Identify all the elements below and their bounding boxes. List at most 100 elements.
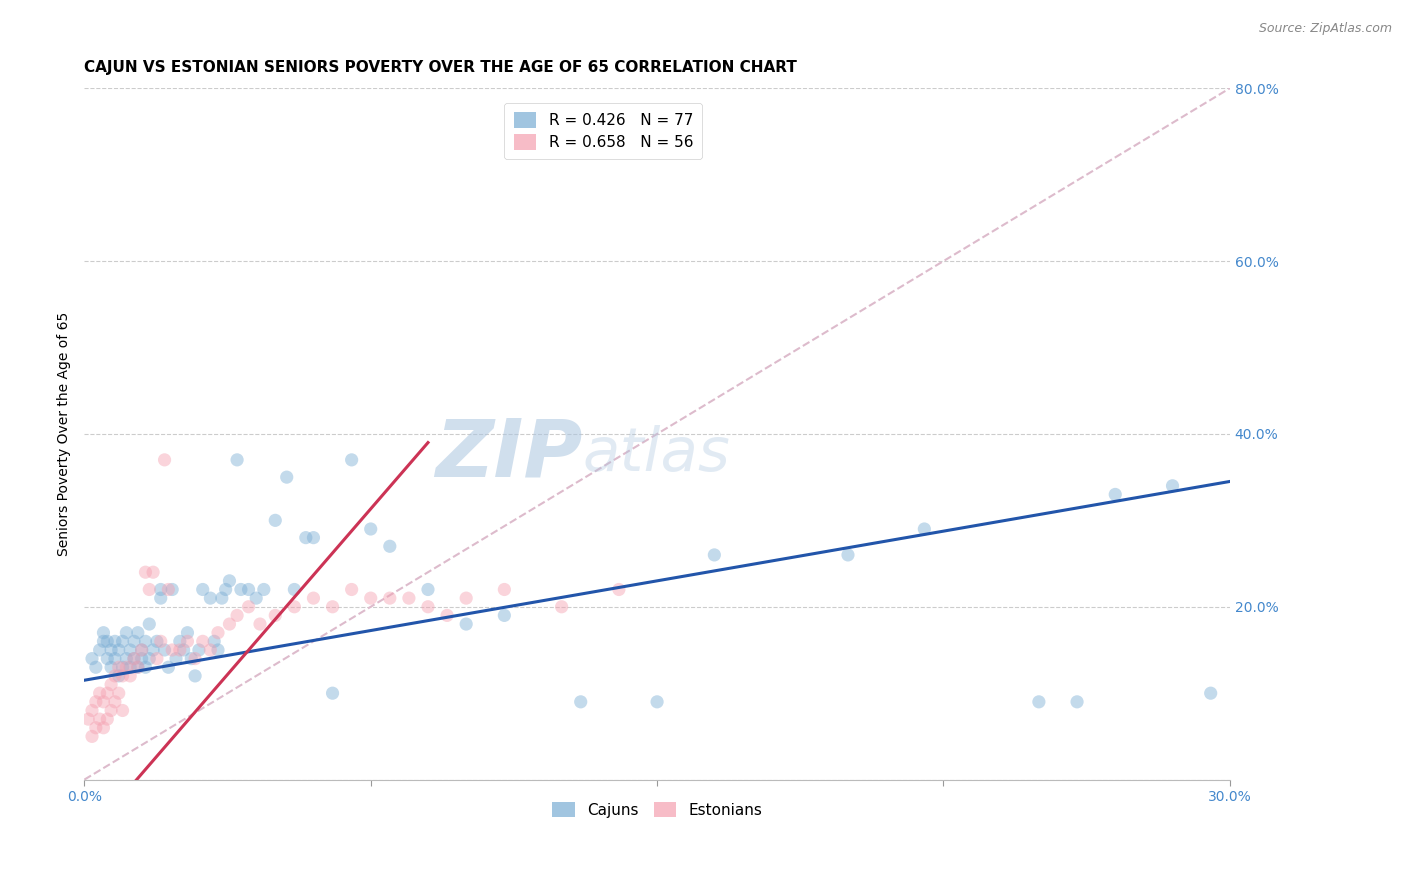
- Point: [169, 643, 191, 657]
- Point: [115, 625, 138, 640]
- Text: ZIP: ZIP: [436, 416, 582, 493]
- Legend: Cajuns, Estonians: Cajuns, Estonians: [546, 796, 769, 824]
- Point: [264, 513, 287, 527]
- Point: [96, 634, 118, 648]
- Point: [1104, 487, 1126, 501]
- Point: [96, 686, 118, 700]
- Point: [122, 634, 145, 648]
- Point: [912, 522, 935, 536]
- Point: [207, 625, 229, 640]
- Point: [398, 591, 420, 606]
- Point: [416, 599, 439, 614]
- Point: [104, 651, 127, 665]
- Point: [104, 669, 127, 683]
- Point: [253, 582, 276, 597]
- Point: [645, 695, 668, 709]
- Point: [80, 730, 103, 744]
- Point: [1028, 695, 1050, 709]
- Point: [160, 643, 183, 657]
- Point: [120, 669, 142, 683]
- Point: [104, 695, 127, 709]
- Point: [100, 643, 122, 657]
- Point: [211, 591, 233, 606]
- Point: [184, 669, 207, 683]
- Point: [111, 660, 134, 674]
- Point: [360, 591, 382, 606]
- Point: [138, 617, 160, 632]
- Point: [84, 660, 107, 674]
- Point: [302, 531, 325, 545]
- Point: [176, 625, 198, 640]
- Point: [214, 582, 236, 597]
- Point: [169, 634, 191, 648]
- Point: [1199, 686, 1222, 700]
- Point: [93, 695, 115, 709]
- Point: [93, 625, 115, 640]
- Point: [146, 651, 169, 665]
- Point: [378, 591, 401, 606]
- Point: [245, 591, 267, 606]
- Point: [191, 582, 214, 597]
- Point: [142, 643, 165, 657]
- Point: [146, 634, 169, 648]
- Point: [142, 565, 165, 579]
- Point: [494, 582, 516, 597]
- Text: CAJUN VS ESTONIAN SENIORS POVERTY OVER THE AGE OF 65 CORRELATION CHART: CAJUN VS ESTONIAN SENIORS POVERTY OVER T…: [84, 60, 797, 75]
- Point: [134, 565, 156, 579]
- Point: [115, 660, 138, 674]
- Point: [165, 651, 187, 665]
- Point: [226, 608, 249, 623]
- Point: [120, 643, 142, 657]
- Point: [89, 686, 111, 700]
- Point: [322, 599, 344, 614]
- Point: [100, 660, 122, 674]
- Point: [96, 651, 118, 665]
- Point: [149, 582, 172, 597]
- Point: [134, 660, 156, 674]
- Point: [550, 599, 572, 614]
- Point: [176, 634, 198, 648]
- Point: [249, 617, 271, 632]
- Point: [93, 634, 115, 648]
- Point: [111, 703, 134, 717]
- Point: [77, 712, 100, 726]
- Point: [340, 582, 363, 597]
- Point: [180, 651, 202, 665]
- Point: [200, 591, 222, 606]
- Point: [436, 608, 458, 623]
- Point: [134, 634, 156, 648]
- Point: [120, 660, 142, 674]
- Point: [264, 608, 287, 623]
- Point: [322, 686, 344, 700]
- Point: [107, 686, 129, 700]
- Point: [131, 643, 153, 657]
- Point: [127, 660, 149, 674]
- Point: [160, 582, 183, 597]
- Point: [607, 582, 630, 597]
- Point: [149, 634, 172, 648]
- Point: [131, 643, 153, 657]
- Point: [200, 643, 222, 657]
- Text: atlas: atlas: [582, 425, 731, 484]
- Point: [107, 669, 129, 683]
- Point: [283, 582, 305, 597]
- Point: [191, 634, 214, 648]
- Point: [378, 539, 401, 553]
- Point: [218, 617, 240, 632]
- Point: [283, 599, 305, 614]
- Point: [89, 712, 111, 726]
- Point: [173, 643, 195, 657]
- Point: [84, 721, 107, 735]
- Point: [187, 643, 209, 657]
- Point: [111, 669, 134, 683]
- Point: [127, 660, 149, 674]
- Point: [569, 695, 592, 709]
- Point: [157, 582, 180, 597]
- Point: [115, 651, 138, 665]
- Point: [100, 677, 122, 691]
- Point: [138, 651, 160, 665]
- Point: [107, 660, 129, 674]
- Point: [89, 643, 111, 657]
- Point: [184, 651, 207, 665]
- Point: [207, 643, 229, 657]
